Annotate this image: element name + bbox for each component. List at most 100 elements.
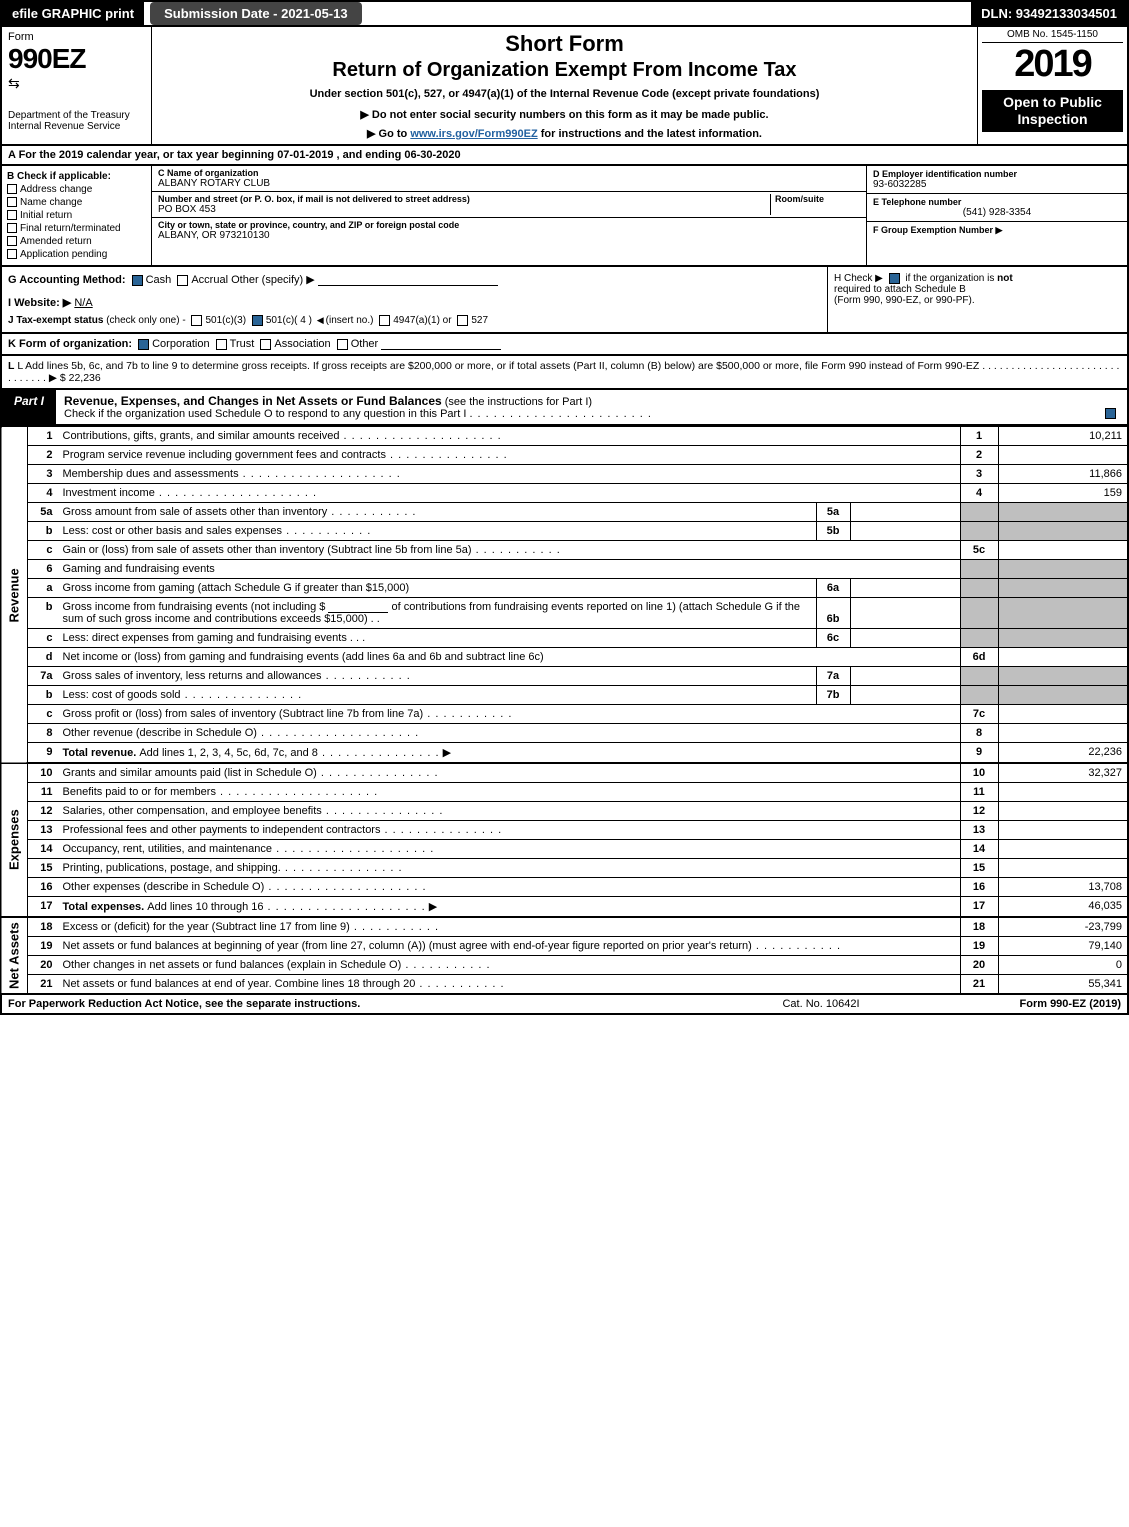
other-org-field[interactable]	[381, 338, 501, 350]
line-8-num: 8	[960, 724, 998, 743]
line-7b-desc: Less: cost of goods sold	[63, 689, 181, 701]
line-20-no: 20	[28, 956, 58, 975]
goto-suffix: for instructions and the latest informat…	[538, 128, 762, 140]
part-1-check-line: Check if the organization used Schedule …	[64, 408, 466, 420]
efile-graphic-print[interactable]: efile GRAPHIC print	[2, 2, 144, 25]
submission-date-badge: Submission Date - 2021-05-13	[150, 2, 362, 25]
line-3-num: 3	[960, 465, 998, 484]
ein-label: D Employer identification number	[873, 169, 1121, 179]
line-13-num: 13	[960, 821, 998, 840]
header-right: OMB No. 1545-1150 2019 Open to Public In…	[977, 27, 1127, 144]
line-8-no: 8	[28, 724, 58, 743]
line-3-desc: Membership dues and assessments	[63, 468, 239, 480]
check-cash[interactable]	[132, 275, 143, 286]
website-value: N/A	[74, 297, 92, 309]
h-text: if the organization is	[905, 273, 997, 284]
line-2-desc: Program service revenue including govern…	[63, 449, 386, 461]
paperwork-notice: For Paperwork Reduction Act Notice, see …	[8, 998, 721, 1010]
catalog-number: Cat. No. 10642I	[721, 998, 921, 1010]
line-11-desc: Benefits paid to or for members	[63, 786, 216, 798]
tax-year: 2019	[982, 43, 1123, 86]
line-19-val: 79,140	[998, 937, 1128, 956]
check-other-org[interactable]	[337, 339, 348, 350]
city-state-zip: ALBANY, OR 973210130	[158, 230, 860, 241]
return-title: Return of Organization Exempt From Incom…	[158, 59, 971, 82]
entity-info-section: B Check if applicable: Address change Na…	[0, 166, 1129, 267]
line-13-no: 13	[28, 821, 58, 840]
l-text: L Add lines 5b, 6c, and 7b to line 9 to …	[17, 360, 979, 372]
form-header: Form 990EZ ⇆ Department of the Treasury …	[0, 25, 1129, 146]
line-4-desc: Investment income	[63, 487, 155, 499]
check-amended-return[interactable]: Amended return	[7, 236, 146, 247]
l-arrow: ▶ $	[49, 372, 66, 384]
omb-number: OMB No. 1545-1150	[982, 29, 1123, 43]
phone-label: E Telephone number	[873, 197, 1121, 207]
line-11-no: 11	[28, 783, 58, 802]
line-5b-subval	[850, 522, 960, 541]
line-18-no: 18	[28, 917, 58, 937]
line-7a-no: 7a	[28, 667, 58, 686]
line-4-no: 4	[28, 484, 58, 503]
line-2-no: 2	[28, 446, 58, 465]
group-exemption-label: F Group Exemption Number ▶	[873, 225, 1121, 236]
check-527[interactable]	[457, 315, 468, 326]
part-1-title: Revenue, Expenses, and Changes in Net As…	[64, 394, 442, 408]
line-17-num: 17	[960, 897, 998, 918]
line-21-no: 21	[28, 975, 58, 995]
line-13-desc: Professional fees and other payments to …	[63, 824, 381, 836]
check-501c3[interactable]	[191, 315, 202, 326]
line-10-no: 10	[28, 763, 58, 783]
column-b-checkboxes: B Check if applicable: Address change Na…	[2, 166, 152, 265]
check-association[interactable]	[260, 339, 271, 350]
ein-value: 93-6032285	[873, 179, 1121, 190]
line-1-num: 1	[960, 427, 998, 446]
line-2-val	[998, 446, 1128, 465]
irs-link[interactable]: www.irs.gov/Form990EZ	[410, 128, 537, 140]
k-label: K Form of organization:	[8, 338, 132, 350]
line-6-desc: Gaming and fundraising events	[58, 560, 961, 579]
expenses-side-label: Expenses	[1, 763, 28, 917]
line-4-num: 4	[960, 484, 998, 503]
form-ref: Form 990-EZ (2019)	[921, 998, 1121, 1010]
check-accrual[interactable]	[177, 275, 188, 286]
line-9-val: 22,236	[998, 743, 1128, 764]
line-21-num: 21	[960, 975, 998, 995]
line-6d-no: d	[28, 648, 58, 667]
check-4947[interactable]	[379, 315, 390, 326]
check-schedule-o[interactable]	[1105, 408, 1116, 419]
check-final-return[interactable]: Final return/terminated	[7, 223, 146, 234]
line-9-num: 9	[960, 743, 998, 764]
check-initial-return[interactable]: Initial return	[7, 210, 146, 221]
page-footer: For Paperwork Reduction Act Notice, see …	[0, 995, 1129, 1015]
check-schedule-b[interactable]	[889, 273, 900, 284]
check-corporation[interactable]	[138, 339, 149, 350]
line-1-desc: Contributions, gifts, grants, and simila…	[63, 430, 340, 442]
g-label: G Accounting Method:	[8, 274, 126, 286]
line-16-num: 16	[960, 878, 998, 897]
org-name-label: C Name of organization	[158, 168, 860, 178]
line-7a-sub: 7a	[816, 667, 850, 686]
line-16-no: 16	[28, 878, 58, 897]
line-10-num: 10	[960, 763, 998, 783]
check-trust[interactable]	[216, 339, 227, 350]
line-20-num: 20	[960, 956, 998, 975]
other-specify-field[interactable]	[318, 274, 498, 286]
check-application-pending[interactable]: Application pending	[7, 249, 146, 260]
line-5c-num: 5c	[960, 541, 998, 560]
h-prefix: H Check ▶	[834, 273, 883, 284]
part-1-note: (see the instructions for Part I)	[445, 396, 592, 408]
department-label: Department of the Treasury	[8, 110, 145, 121]
line-6c-desc: Less: direct expenses from gaming and fu…	[63, 632, 347, 644]
check-address-change[interactable]: Address change	[7, 184, 146, 195]
line-9-no: 9	[28, 743, 58, 764]
line-14-no: 14	[28, 840, 58, 859]
part-1-title-block: Revenue, Expenses, and Changes in Net As…	[56, 390, 1127, 424]
col-b-title: B Check if applicable:	[7, 171, 146, 182]
street-label: Number and street (or P. O. box, if mail…	[158, 194, 770, 204]
check-name-change[interactable]: Name change	[7, 197, 146, 208]
line-7c-num: 7c	[960, 705, 998, 724]
check-501c[interactable]	[252, 315, 263, 326]
part-1-label: Part I	[2, 390, 56, 424]
street-address: PO BOX 453	[158, 204, 770, 215]
phone-value: (541) 928-3354	[873, 207, 1121, 218]
